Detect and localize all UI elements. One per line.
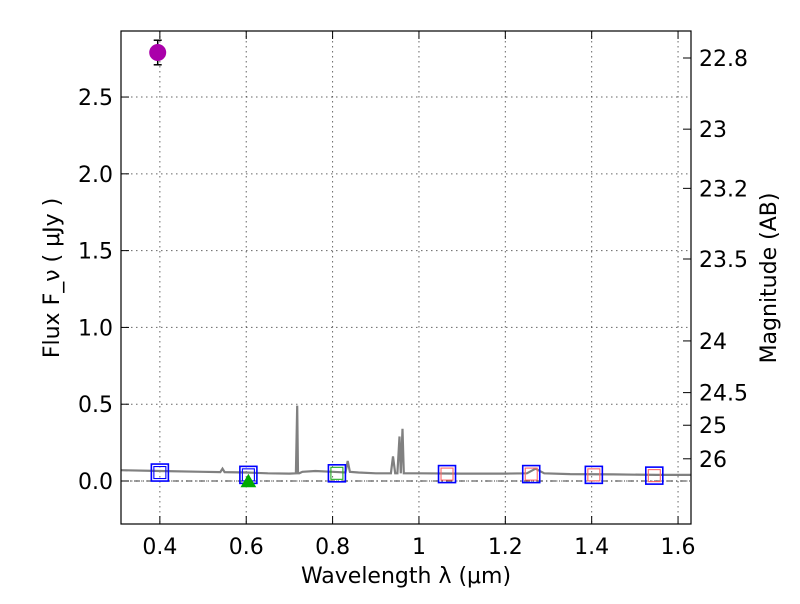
x-tick-label: 1 (412, 535, 426, 560)
mag-tick-label: 25 (699, 414, 727, 439)
detection-circle-marker (149, 44, 167, 62)
mag-tick-label: 23 (699, 118, 727, 143)
y-tick-label: 0.0 (78, 470, 113, 495)
x-tick-label: 1.4 (574, 535, 609, 560)
mag-tick-label: 22.8 (699, 47, 748, 72)
observed-square-marker (437, 464, 457, 484)
observed-square-marker (644, 466, 664, 485)
x-tick-label: 1.6 (661, 535, 696, 560)
observed-square-marker (150, 463, 170, 482)
mag-tick-label: 24 (699, 330, 727, 355)
y-tick-label: 2.0 (78, 163, 113, 188)
upper-limit-triangle (240, 473, 257, 488)
x-tick-label: 1.2 (488, 535, 523, 560)
y-tick-label: 0.5 (78, 393, 113, 418)
y-tick-label: 1.0 (78, 316, 113, 341)
x-tick-label: 0.8 (315, 535, 350, 560)
model-square-marker (524, 467, 538, 481)
observed-square-marker (327, 464, 347, 483)
model-square-marker (330, 466, 344, 480)
model-square-marker (587, 468, 601, 482)
mag-tick-label: 24.5 (699, 382, 748, 407)
mag-tick-label: 23.2 (699, 177, 748, 202)
observed-square-marker (521, 464, 541, 484)
y-axis-label: Flux F_ν ( μJy ) (40, 198, 65, 358)
y-tick-label: 1.5 (78, 240, 113, 265)
tick-layer: 0.4 0.6 0.8 1 1.2 1.4 1.6 0.0 0.5 1.0 1.5 2.0 2.5 22.… (78, 31, 748, 560)
mag-tick-label: 23.5 (699, 248, 748, 273)
model-sed-line (120, 405, 691, 476)
model-square-marker (153, 465, 167, 480)
y-tick-label: 2.5 (78, 86, 113, 111)
x-tick-label: 0.4 (142, 535, 177, 560)
mag-tick-label: 26 (699, 448, 727, 473)
plot-layer (120, 39, 691, 488)
x-axis-label: Wavelength λ (μm) (301, 564, 511, 589)
plot-frame (120, 30, 692, 525)
grid-layer (121, 31, 691, 524)
x-tick-label: 0.6 (229, 535, 264, 560)
model-square-marker (440, 467, 454, 481)
y2-axis-label: Magnitude (AB) (757, 193, 782, 364)
model-square-marker (647, 469, 661, 483)
observed-square-marker (584, 465, 604, 485)
